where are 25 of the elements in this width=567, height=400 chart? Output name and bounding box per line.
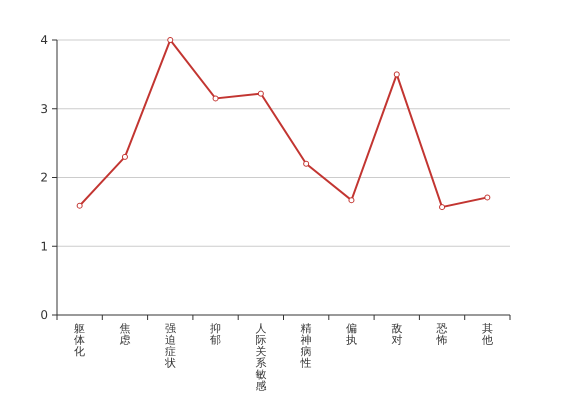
point (484, 194, 490, 200)
x-tick-label: 其他 (482, 322, 493, 346)
x-tick-label: 躯体化 (74, 322, 86, 358)
point (394, 71, 400, 78)
x-tick-label: 偏执 (346, 322, 357, 346)
point (212, 95, 219, 102)
point (348, 197, 354, 204)
x-tick-label: 强迫症状 (164, 322, 176, 370)
x-tick-label: 抑郁 (210, 322, 222, 346)
point (439, 204, 446, 210)
x-tick-label: 敌对 (391, 322, 402, 346)
y-tick-label: 1 (40, 239, 48, 254)
y-tick-label: 0 (40, 308, 48, 322)
x-tick-label: 恐怖 (436, 322, 448, 346)
point (76, 202, 83, 209)
point (303, 160, 310, 167)
y-tick-label: 3 (40, 102, 48, 116)
point (122, 154, 128, 160)
x-tick-label: 焦虑 (119, 322, 130, 346)
y-tick-label: 2 (40, 170, 48, 184)
y-tick-label: 4 (40, 33, 48, 47)
point (167, 37, 174, 43)
x-tick-label: 精神病性 (300, 322, 312, 370)
x-tick-label: 人际关系敏感 (255, 322, 266, 392)
point (258, 90, 264, 97)
